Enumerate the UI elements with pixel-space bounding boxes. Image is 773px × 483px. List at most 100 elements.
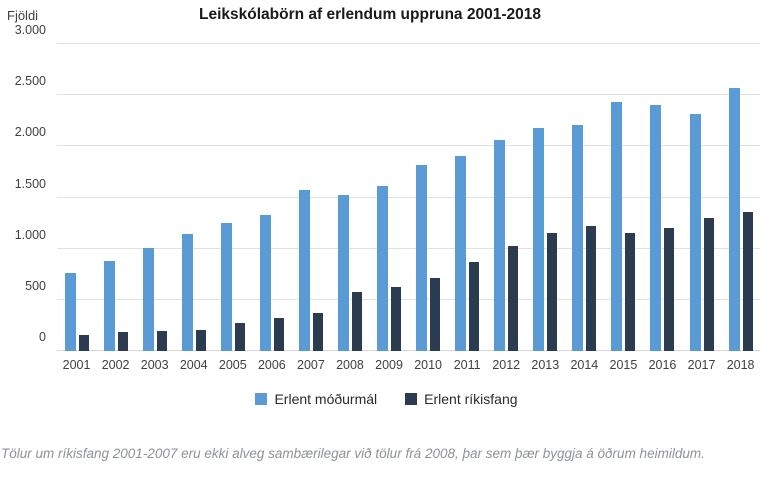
legend: Erlent móðurmál Erlent ríkisfang <box>0 391 773 407</box>
bar-erlent-modurmal-2004 <box>181 233 193 351</box>
x-tick-label-2012: 2012 <box>492 358 521 372</box>
bar-erlent-modurmal-2018 <box>728 88 740 351</box>
bar-erlent-modurmal-2012 <box>494 140 506 351</box>
gridline-2.500 <box>57 94 760 96</box>
x-tick-label-2008: 2008 <box>336 358 364 372</box>
bar-erlent-modurmal-2015 <box>611 101 623 351</box>
bar-group-2011 <box>448 44 487 351</box>
y-axis-title: Fjöldi <box>7 8 39 23</box>
bar-erlent-rikisfang-2006 <box>273 318 284 351</box>
bar-group-2015 <box>604 44 643 351</box>
x-tick-label-2013: 2013 <box>531 358 560 372</box>
bar-erlent-rikisfang-2004 <box>195 329 206 351</box>
bar-group-2014 <box>565 44 604 351</box>
y-tick-label-1.000: 1.000 <box>14 227 46 242</box>
bar-group-2010 <box>409 44 448 351</box>
x-tick-label-2005: 2005 <box>218 358 247 372</box>
bar-erlent-rikisfang-2015 <box>625 232 636 351</box>
bar-erlent-modurmal-2002 <box>103 260 115 351</box>
x-tick-label-2017: 2017 <box>687 358 716 372</box>
legend-label-erlent-modurmal: Erlent móðurmál <box>274 391 378 407</box>
bar-erlent-modurmal-2007 <box>298 189 310 351</box>
bar-erlent-modurmal-2008 <box>337 195 349 351</box>
gridline-0 <box>57 350 760 351</box>
bar-erlent-modurmal-2009 <box>377 185 389 351</box>
y-tick-label-1.500: 1.500 <box>14 176 46 191</box>
legend-swatch-erlent-rikisfang <box>405 393 418 405</box>
bar-erlent-modurmal-2014 <box>572 125 584 351</box>
bar-erlent-rikisfang-2003 <box>156 331 167 351</box>
bar-group-2013 <box>526 44 565 351</box>
footnote: Tölur um ríkisfang 2001-2007 eru ekki al… <box>1 446 705 461</box>
x-tick-label-2010: 2010 <box>414 358 442 372</box>
bar-erlent-rikisfang-2010 <box>430 278 441 351</box>
bar-erlent-modurmal-2005 <box>220 223 232 351</box>
x-tick-label-2016: 2016 <box>648 358 677 372</box>
bar-group-2018 <box>721 44 760 351</box>
x-tick-label-2004: 2004 <box>179 358 208 372</box>
bar-erlent-rikisfang-2012 <box>508 245 519 351</box>
x-tick-label-2002: 2002 <box>101 358 130 372</box>
bar-erlent-modurmal-2010 <box>416 165 428 351</box>
x-tick-label-2001: 2001 <box>62 358 91 372</box>
bar-erlent-rikisfang-2013 <box>547 233 558 351</box>
y-tick-label-2.500: 2.500 <box>14 74 46 89</box>
bar-erlent-modurmal-2013 <box>533 128 545 351</box>
bar-erlent-rikisfang-2001 <box>78 334 89 351</box>
bar-group-2005 <box>213 44 252 351</box>
y-tick-label-2.000: 2.000 <box>14 125 46 140</box>
bar-erlent-rikisfang-2008 <box>351 292 362 351</box>
x-tick-label-2003: 2003 <box>140 358 169 372</box>
legend-item-erlent-rikisfang: Erlent ríkisfang <box>405 391 518 407</box>
bar-erlent-rikisfang-2011 <box>469 262 480 351</box>
x-tick-label-2007: 2007 <box>297 358 325 372</box>
bar-erlent-modurmal-2017 <box>689 113 701 351</box>
bar-erlent-rikisfang-2018 <box>742 211 753 351</box>
bar-erlent-modurmal-2001 <box>64 273 76 351</box>
bar-erlent-rikisfang-2007 <box>312 313 323 351</box>
bar-group-2002 <box>96 44 135 351</box>
y-axis-tick-labels: 0 500 1.000 1.500 2.000 2.500 3.000 <box>0 23 46 351</box>
gridline-1.500 <box>57 196 760 198</box>
x-tick-label-2006: 2006 <box>257 358 286 372</box>
plot-area <box>57 43 760 351</box>
gridline-3.000 <box>57 43 760 44</box>
y-tick-label-0: 0 <box>39 330 46 344</box>
bar-group-2001 <box>57 44 96 351</box>
bar-group-2004 <box>174 44 213 351</box>
bar-erlent-modurmal-2006 <box>259 214 271 351</box>
bar-erlent-modurmal-2011 <box>455 156 467 351</box>
bar-group-2008 <box>330 44 369 351</box>
gridline-2.000 <box>57 145 760 147</box>
bar-groups <box>57 44 760 351</box>
legend-item-erlent-modurmal: Erlent móðurmál <box>255 391 377 407</box>
bar-group-2003 <box>135 44 174 351</box>
legend-label-erlent-rikisfang: Erlent ríkisfang <box>424 391 518 407</box>
gridline-500 <box>57 298 760 300</box>
chart-title: Leikskólabörn af erlendum uppruna 2001-2… <box>199 6 541 23</box>
x-tick-label-2014: 2014 <box>570 358 599 372</box>
bar-erlent-rikisfang-2016 <box>664 227 675 351</box>
gridline-1.000 <box>57 247 760 249</box>
bar-group-2017 <box>682 44 721 351</box>
x-tick-label-2011: 2011 <box>453 358 481 372</box>
x-tick-label-2018: 2018 <box>726 358 755 372</box>
bar-erlent-rikisfang-2017 <box>703 218 714 351</box>
bar-erlent-rikisfang-2005 <box>234 323 245 351</box>
bar-erlent-modurmal-2016 <box>650 104 662 351</box>
bar-erlent-modurmal-2003 <box>142 247 154 351</box>
bar-erlent-rikisfang-2014 <box>586 225 597 351</box>
y-tick-label-3.000: 3.000 <box>14 23 46 37</box>
x-tick-label-2009: 2009 <box>375 358 403 372</box>
x-axis-tick-labels: 2001 2002 2003 2004 2005 2006 2007 2008 2009 2010… <box>57 358 760 372</box>
y-tick-label-500: 500 <box>25 278 46 293</box>
bar-group-2007 <box>291 44 330 351</box>
bar-group-2009 <box>370 44 409 351</box>
bar-erlent-rikisfang-2009 <box>391 286 402 351</box>
bar-group-2006 <box>252 44 291 351</box>
bar-group-2016 <box>643 44 682 351</box>
bar-group-2012 <box>487 44 526 351</box>
legend-swatch-erlent-modurmal <box>255 393 268 405</box>
x-tick-label-2015: 2015 <box>609 358 638 372</box>
